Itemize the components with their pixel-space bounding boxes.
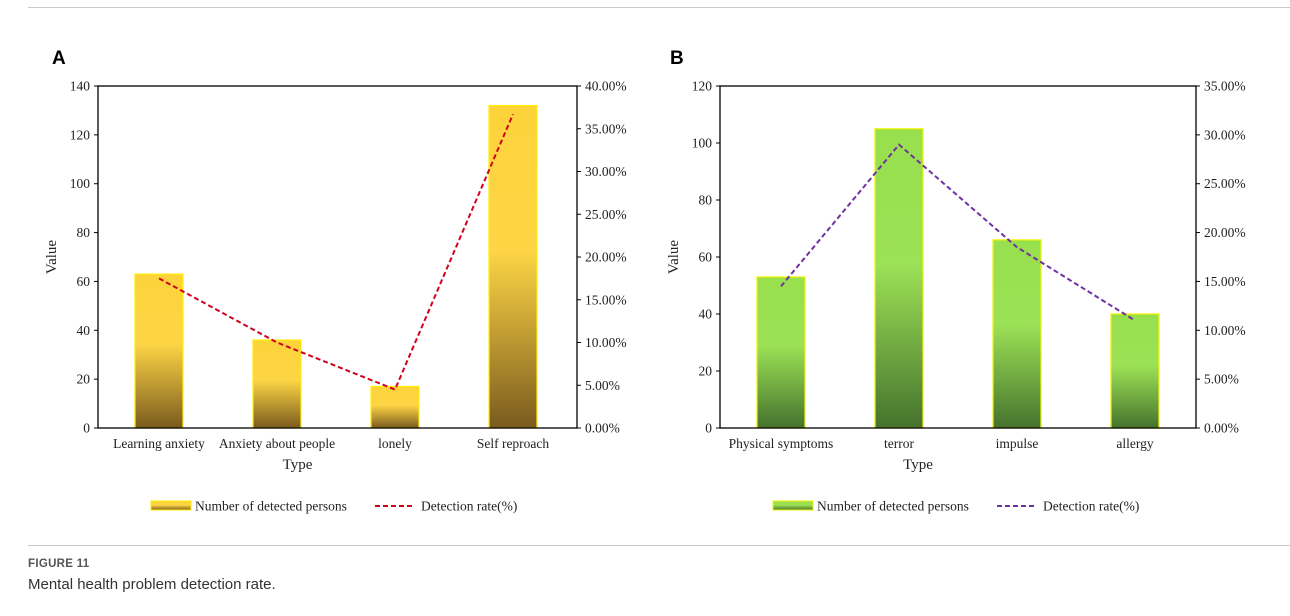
panel-b-bar-3	[992, 239, 1042, 429]
panel-a-y2tick-label: 5.00%	[585, 378, 620, 393]
panel-a-y2tick-label: 40.00%	[585, 79, 627, 94]
panel-b-y-axis-title: Value	[666, 240, 682, 274]
panel-a-bar-2	[252, 339, 302, 429]
panel-a-y2tick-label: 0.00%	[585, 421, 620, 436]
panel-a-ytick-label: 20	[77, 372, 91, 387]
panel-b-ytick-label: 80	[699, 193, 713, 208]
panel-a-ytick-label: 100	[70, 176, 91, 191]
panel-a-y2tick-label: 20.00%	[585, 250, 627, 265]
panel-b-y2tick-label: 25.00%	[1204, 176, 1246, 191]
panel-b-y2tick-label: 35.00%	[1204, 79, 1246, 94]
panel-b-legend-bar-label: Number of detected persons	[817, 499, 969, 514]
panel-b-category-label: Physical symptoms	[729, 436, 834, 451]
panel-a-y-axis-title: Value	[44, 240, 60, 274]
panel-a-legend-line-label: Detection rate(%)	[421, 499, 517, 514]
panel-b-bar-2	[874, 128, 924, 429]
panel-a-bar-4	[488, 104, 538, 429]
panel-a-y2tick-label: 30.00%	[585, 164, 627, 179]
panel-a-category-label: Learning anxiety	[113, 436, 205, 451]
panel-a-letter: A	[52, 48, 66, 69]
caption-rule	[28, 545, 1290, 546]
panel-a-ytick-label: 80	[77, 225, 91, 240]
panel-b-rate-line	[780, 143, 1136, 322]
panel-a-bar-3	[370, 385, 420, 429]
panel-a-category-label: Anxiety about people	[219, 436, 335, 451]
panel-a-y2tick-label: 35.00%	[585, 121, 627, 136]
panel-a-ytick-label: 120	[70, 127, 91, 142]
panel-b-legend-line-label: Detection rate(%)	[1043, 499, 1139, 514]
panel-b-ytick-label: 100	[692, 136, 713, 151]
chart-panel-b: B 0 20 40 60 80 100 120 0.00% 5.00% 10.00% 15.00% 20…	[666, 48, 1246, 514]
panel-b-bar-4	[1110, 313, 1160, 429]
panel-b-ytick-label: 120	[692, 79, 713, 94]
panel-b-y2tick-label: 15.00%	[1204, 274, 1246, 289]
panel-a-category-label: lonely	[378, 436, 412, 451]
panel-a-y2tick-label: 25.00%	[585, 207, 627, 222]
panel-a-ytick-label: 140	[70, 79, 91, 94]
chart-panel-a: A 0 20 40 60 80 100 120 140 0.00% 5.00% 10.00% 15.00…	[44, 48, 627, 514]
panel-b-y2tick-label: 0.00%	[1204, 421, 1239, 436]
panel-a-ytick-label: 0	[83, 421, 90, 436]
panel-b-ytick-label: 40	[699, 307, 713, 322]
panel-b-category-label: allergy	[1116, 436, 1153, 451]
panel-a-legend-bar-label: Number of detected persons	[195, 499, 347, 514]
panel-b-y2tick-label: 5.00%	[1204, 372, 1239, 387]
panel-b-y2tick-label: 20.00%	[1204, 225, 1246, 240]
panel-b-y2tick-label: 10.00%	[1204, 323, 1246, 338]
panel-a-ytick-label: 40	[77, 323, 91, 338]
panel-b-ytick-label: 20	[699, 364, 713, 379]
panel-a-y2tick-label: 10.00%	[585, 335, 627, 350]
panel-b-y2tick-label: 30.00%	[1204, 127, 1246, 142]
figure-caption: FIGURE 11 Mental health problem detectio…	[28, 558, 276, 593]
panel-b-bar-1	[756, 276, 806, 429]
panel-a-category-label: Self reproach	[477, 436, 550, 451]
panel-b-ytick-label: 60	[699, 250, 713, 265]
panel-b-x-axis-title: Type	[903, 457, 933, 473]
panel-a-ytick-label: 60	[77, 274, 91, 289]
panel-a-y2tick-label: 15.00%	[585, 292, 627, 307]
top-rule	[28, 7, 1290, 8]
panel-b-category-label: impulse	[996, 436, 1039, 451]
panel-a-rate-line	[158, 113, 514, 391]
panel-b-legend-bar-swatch	[772, 500, 814, 511]
panel-b-category-label: terror	[884, 436, 914, 451]
charts-canvas: A 0 20 40 60 80 100 120 140 0.00% 5.00% 10.00% 15.00…	[44, 48, 1246, 514]
figure-label: FIGURE 11	[28, 558, 90, 570]
panel-a-x-axis-title: Type	[283, 457, 313, 473]
panel-a-bar-1	[134, 273, 184, 429]
panel-b-ytick-label: 0	[705, 421, 712, 436]
panel-b-letter: B	[670, 48, 684, 69]
panel-a-legend-bar-swatch	[150, 500, 192, 511]
figure-caption-text: Mental health problem detection rate.	[28, 576, 276, 593]
